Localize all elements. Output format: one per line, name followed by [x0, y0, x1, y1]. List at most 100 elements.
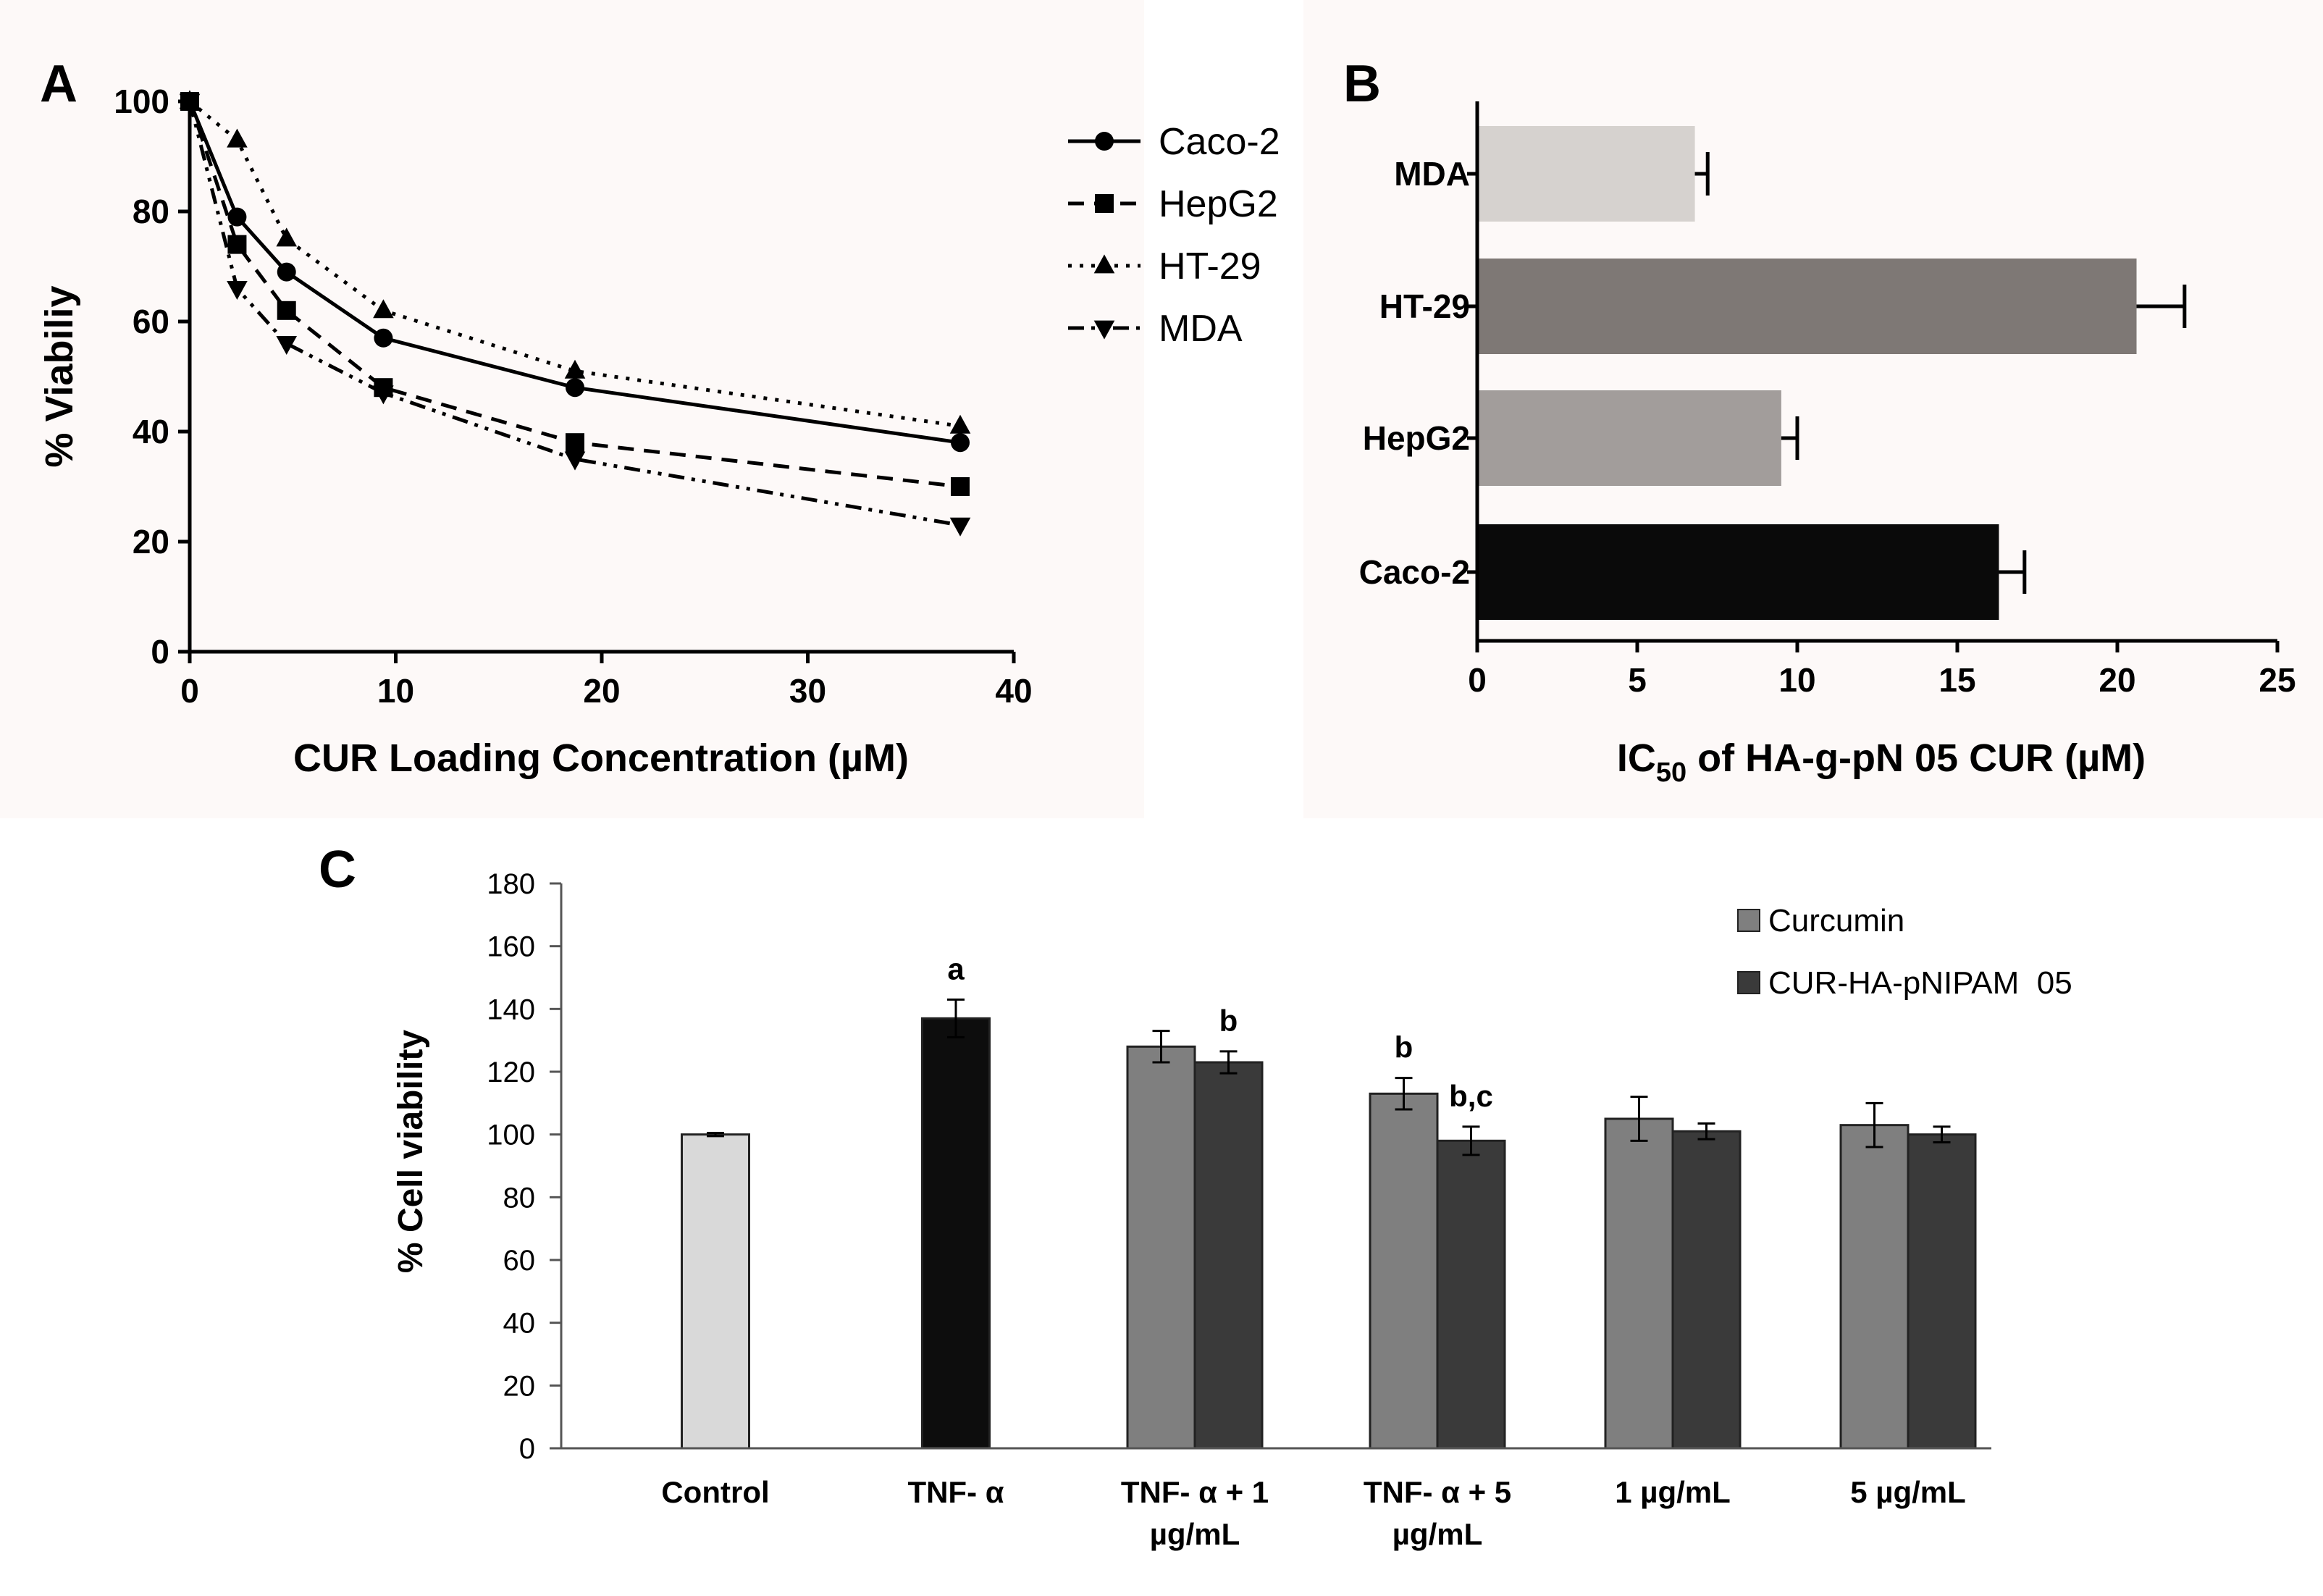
panel-b-category-label-caco-2: Caco-2: [1359, 553, 1470, 591]
panel-a-legend-marker-caco-2: [1095, 132, 1114, 151]
panel-a-x-tick-label: 0: [180, 672, 199, 710]
panel-c-y-axis-label: % Cell viability: [392, 1030, 430, 1273]
panel-a-point-ht-29: [373, 299, 394, 319]
panel-a-point-hepg2: [227, 235, 247, 254]
panel-a-point-mda: [227, 281, 248, 300]
panel-a-line-mda: [188, 101, 961, 527]
panel-a-point-ht-29: [564, 359, 586, 379]
panel-c-bar-5-right: [1907, 1133, 1977, 1450]
panel-b-x-label-rest: of HA-g-pN 05 CUR (µM): [1686, 736, 2146, 780]
panel-b-x-axis-label: IC50 of HA-g-pN 05 CUR (µM): [1617, 736, 2146, 788]
panel-c-legend-swatch-curcumin: [1737, 909, 1760, 932]
panel-a-x-tick-label: 20: [583, 672, 620, 710]
panel-b-bar-mda: [1477, 126, 1695, 222]
panel-a-x-tick-label: 40: [995, 672, 1032, 710]
panel-a-point-ht-29: [949, 414, 971, 434]
panel-a-point-hepg2: [277, 301, 296, 320]
panel-c-legend-swatch-cur-ha-pnipam-05: [1737, 971, 1760, 994]
panel-b-category-label-mda: MDA: [1394, 155, 1470, 193]
panel-a-y-tick-label: 20: [133, 523, 169, 560]
panel-c-y-tick-label: 60: [503, 1245, 536, 1277]
panel-c-bar-chart: a b b b,c Control TNF- α TNF- α + 1 µg/mL TNF- α…: [392, 868, 2072, 1551]
panel-c-y-tick-label: 120: [487, 1057, 535, 1088]
panel-a-legend-marker-mda: [1093, 320, 1115, 340]
panel-a-legend-label-ht-29: HT-29: [1159, 245, 1261, 287]
panel-c-category-label-5: 5 µg/mL: [1850, 1475, 1966, 1509]
panel-a-line-ht-29: [188, 100, 961, 428]
panel-a-point-caco-2: [227, 207, 247, 227]
panel-a-x-tick-label: 10: [377, 672, 414, 710]
panel-a-legend-marker-hepg2: [1095, 194, 1114, 213]
panel-c-category-label-3: TNF- α + 5: [1364, 1475, 1511, 1509]
panel-b-category-label-hepg2: HepG2: [1363, 419, 1470, 457]
panel-a-point-mda: [949, 517, 971, 537]
panel-a-legend-label-mda: MDA: [1159, 308, 1243, 350]
panel-a-point-hepg2: [951, 477, 970, 496]
panel-c-y-tick-label: 180: [487, 868, 535, 900]
panel-a-y-tick-label: 0: [151, 633, 169, 671]
panel-c-y-tick-label: 80: [503, 1182, 536, 1214]
panel-c-category-label-2: TNF- α + 1: [1121, 1475, 1269, 1509]
panel-a-point-mda: [276, 336, 298, 355]
panel-c-letter: C: [319, 841, 356, 899]
panel-a-point-mda: [564, 451, 586, 471]
panel-a-line-chart: 0 10 20 30 40 0 20 40 60 80 100 CUR Loading Concen…: [38, 83, 1280, 780]
panel-c-y-tick-label: 40: [503, 1308, 536, 1340]
panel-b-x-tick-label: 5: [1628, 661, 1647, 699]
panel-c-category-label-2: µg/mL: [1150, 1517, 1240, 1551]
panel-a-letter: A: [40, 55, 77, 113]
panel-c-significance-label-2-right: b: [1219, 1004, 1238, 1038]
panel-a-y-tick-label: 100: [114, 83, 169, 120]
panel-b-bar-chart: MDA HT-29 HepG2 Caco-2 0 5 10 15 20 25 IC50 of H…: [1359, 101, 2296, 788]
panel-a-point-caco-2: [374, 328, 393, 348]
panel-c-bar-1-single: [921, 1017, 991, 1450]
panel-a-y-tick-label: 40: [133, 413, 169, 450]
panel-c-legend-label-cur-ha-pnipam-05: CUR-HA-pNIPAM 05: [1768, 965, 2072, 1001]
panel-c-y-tick-label: 160: [487, 931, 535, 963]
panel-a-line-hepg2: [188, 101, 961, 489]
panel-b-bar-ht-29: [1477, 259, 2137, 354]
panel-a-point-caco-2: [277, 262, 296, 282]
panel-c-y-tick-label: 0: [519, 1433, 535, 1465]
panel-c-category-label-4: 1 µg/mL: [1615, 1475, 1731, 1509]
panel-c-significance-label-1-single: a: [947, 952, 965, 986]
panel-a-legend-label-caco-2: Caco-2: [1159, 121, 1280, 163]
panel-a-background: [0, 0, 1144, 818]
panel-c-y-tick-label: 140: [487, 994, 535, 1025]
panel-a-legend-label-hepg2: HepG2: [1159, 183, 1278, 225]
panel-a-y-tick-label: 80: [133, 193, 169, 230]
panel-b-bar-hepg2: [1477, 390, 1781, 486]
panel-c-significance-label-3-left: b: [1395, 1030, 1413, 1064]
panel-c-bar-2-left: [1126, 1045, 1196, 1450]
panel-b-x-tick-label: 10: [1778, 661, 1815, 699]
panel-b-x-label-subscript: 50: [1656, 757, 1686, 788]
panel-a-y-axis-label: % Viabiliy: [38, 285, 81, 467]
panel-a-point-ht-29: [276, 227, 298, 247]
panel-a-point-caco-2: [566, 378, 585, 398]
panel-a-y-tick-label: 60: [133, 303, 169, 340]
panel-a-point-mda: [373, 385, 394, 405]
panel-a-point-hepg2: [566, 433, 585, 453]
panel-b-bar-caco-2: [1477, 524, 1999, 620]
panel-c-bar-4-left: [1604, 1117, 1674, 1450]
panel-c-category-label-1: TNF- α: [907, 1475, 1004, 1509]
panel-b-x-tick-label: 0: [1468, 661, 1487, 699]
panel-a-legend-marker-ht-29: [1093, 254, 1115, 274]
panel-b-x-label-main: IC: [1617, 736, 1656, 780]
panel-c-category-label-3: µg/mL: [1392, 1517, 1483, 1551]
panel-c-legend: Curcumin CUR-HA-pNIPAM 05: [1737, 903, 2072, 1001]
panel-b-x-tick-label: 25: [2259, 661, 2295, 699]
panel-c-bar-3-left: [1369, 1092, 1439, 1450]
panel-b-x-tick-label: 20: [2099, 661, 2135, 699]
panel-b-letter: B: [1343, 55, 1381, 113]
panel-c-bar-2-right: [1193, 1061, 1264, 1450]
panel-b-background: [1303, 0, 2323, 818]
panel-c-bar-4-right: [1671, 1130, 1742, 1450]
panel-c-significance-label-3-right: b,c: [1449, 1079, 1493, 1113]
panel-b-x-tick-label: 15: [1938, 661, 1975, 699]
panel-a-point-ht-29: [227, 128, 248, 148]
panel-c-bar-5-left: [1839, 1124, 1910, 1450]
panel-a-legend: Caco-2 HepG2 HT-29 MDA: [1068, 121, 1280, 350]
panel-a-x-axis-label: CUR Loading Concentration (µM): [293, 736, 909, 780]
